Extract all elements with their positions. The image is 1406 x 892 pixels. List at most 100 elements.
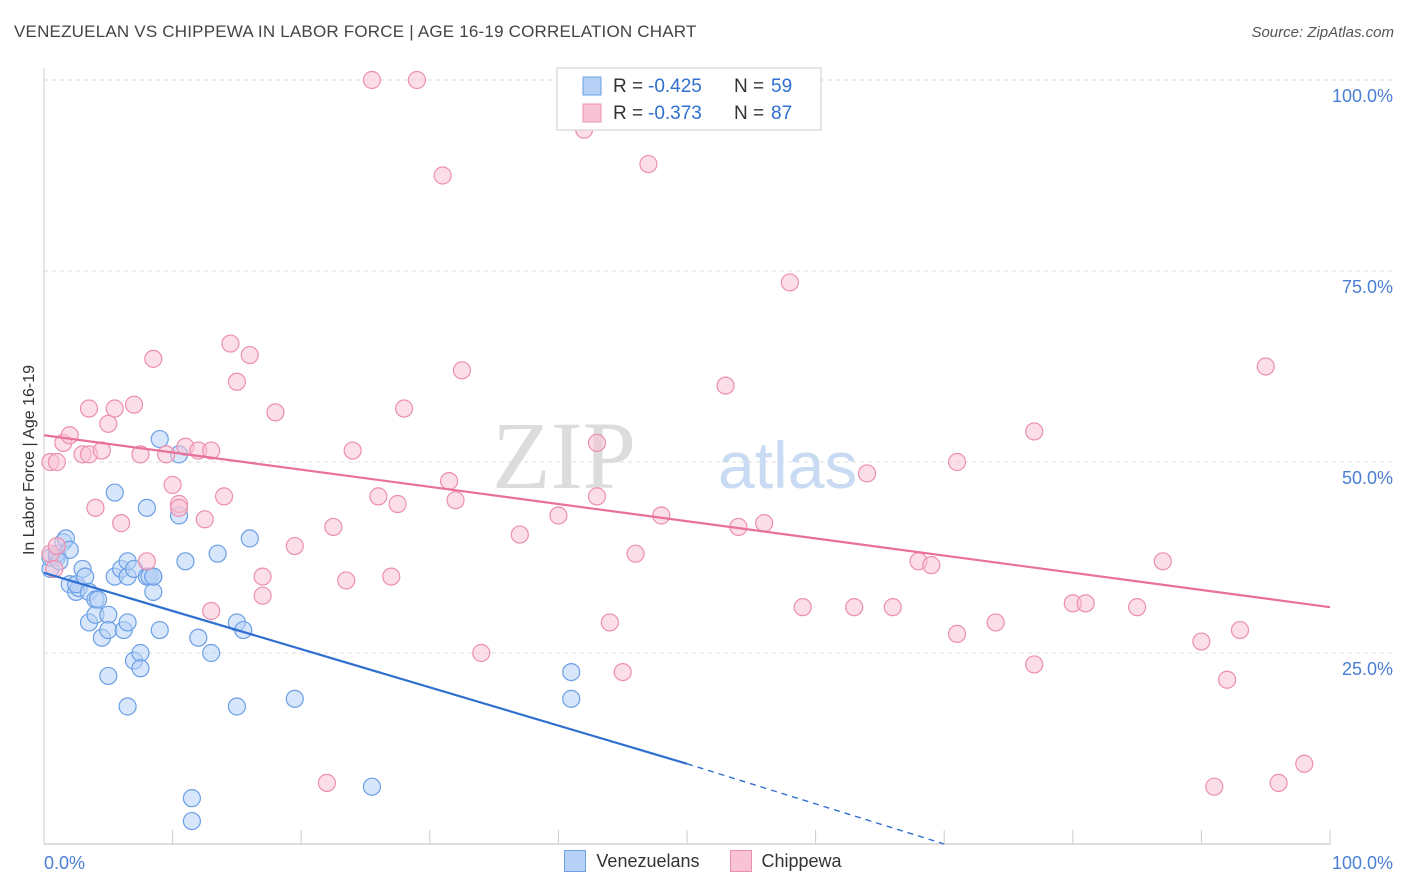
x-tick-label: 0.0% <box>44 853 85 873</box>
legend-label: Chippewa <box>761 850 842 871</box>
venezuelans-point <box>182 789 201 808</box>
venezuelans-point <box>189 628 208 647</box>
legend-item-venezuelans[interactable]: Venezuelans <box>564 850 700 872</box>
chippewa-point <box>112 514 131 533</box>
chippewa-point <box>394 399 414 418</box>
chippewa-point <box>587 433 607 452</box>
chippewa-point <box>337 571 356 590</box>
chippewa-point <box>202 601 221 621</box>
chippewa-point <box>369 487 388 506</box>
legend-swatch <box>564 850 587 872</box>
chippewa-point <box>144 349 163 368</box>
venezuelans-point <box>137 498 156 517</box>
trend-lines <box>43 434 1331 845</box>
x-tick-label: 100.0% <box>1332 853 1393 873</box>
chippewa-point <box>343 441 362 460</box>
venezuelans-point <box>131 659 150 678</box>
y-tick-label: 75.0% <box>1342 277 1393 297</box>
chippewa-point <box>549 506 568 525</box>
chippewa-point <box>163 475 182 495</box>
chart-title: VENEZUELAN VS CHIPPEWA IN LABOR FORCE | … <box>14 22 697 41</box>
chippewa-point <box>137 552 156 571</box>
venezuelans-point <box>131 643 150 663</box>
y-tick-label: 25.0% <box>1342 659 1393 679</box>
venezuelans-point <box>285 689 304 708</box>
watermark-zip: ZIP <box>492 402 636 509</box>
chippewa-point <box>131 445 150 464</box>
chippewa-point <box>324 517 343 537</box>
chippewa-point <box>1127 598 1147 617</box>
chippewa-point <box>1205 777 1224 796</box>
chippewa-point <box>407 70 427 90</box>
venezuelans-point <box>182 811 201 831</box>
venezuelans-point <box>99 605 118 624</box>
chippewa-point <box>362 70 382 90</box>
chippewa-point <box>253 586 272 605</box>
chippewa-point <box>845 598 864 617</box>
chippewa-point <box>214 487 234 506</box>
chippewa-point <box>626 544 645 563</box>
chippewa-point <box>99 414 118 433</box>
legend-n-label: N = <box>734 76 764 97</box>
chippewa-point <box>169 498 189 517</box>
legend-swatch-chippewa <box>582 103 602 123</box>
legend-swatch <box>729 850 752 872</box>
chippewa-point <box>221 334 240 353</box>
chippewa-point <box>240 345 259 365</box>
chippewa-point <box>716 376 735 395</box>
legend-r-value: -0.425 <box>648 76 702 97</box>
venezuelans-point <box>176 552 195 571</box>
chippewa-point <box>857 464 877 483</box>
chippewa-point <box>1153 552 1172 571</box>
venezuelans-point <box>118 697 137 716</box>
y-tick-label: 100.0% <box>1332 86 1393 106</box>
chippewa-point <box>1218 670 1237 689</box>
venezuelans-point <box>99 620 118 640</box>
chippewa-point <box>253 567 272 586</box>
chippewa-point <box>600 613 619 632</box>
venezuelans-point <box>227 697 246 716</box>
chippewa-point <box>157 445 176 464</box>
venezuelans-point <box>99 666 118 686</box>
venezuelans-point <box>240 529 259 548</box>
chippewa-point <box>47 536 66 556</box>
chippewa-point <box>1076 594 1095 613</box>
venezuelans-point <box>562 662 581 682</box>
gridlines <box>44 79 1392 654</box>
chippewa-point <box>1295 754 1314 773</box>
chippewa-point <box>86 498 105 517</box>
chippewa-point <box>60 426 79 445</box>
tick-labels: 25.0% 50.0% 75.0% 100.0% 0.0% 100.0% <box>44 86 1393 873</box>
chippewa-point <box>1025 422 1044 441</box>
venezuelans-point <box>362 777 382 796</box>
chippewa-point <box>587 487 607 506</box>
chippewa-point <box>79 399 99 418</box>
chippewa-point <box>755 514 774 533</box>
legend-n-value: 87 <box>771 103 792 124</box>
legend-item-chippewa[interactable]: Chippewa <box>729 850 842 872</box>
chippewa-point <box>266 403 285 422</box>
chippewa-point <box>317 773 337 792</box>
series-legend: Venezuelans Chippewa <box>0 850 1406 872</box>
venezuelans-point <box>562 689 581 708</box>
chippewa-point <box>922 556 941 575</box>
chippewa-point <box>1256 357 1275 376</box>
chippewa-point <box>45 559 64 579</box>
watermark-atlas: atlas <box>718 428 857 502</box>
chippewa-point <box>439 472 459 491</box>
legend-r-label: R = <box>613 103 643 124</box>
legend-n-value: 59 <box>771 76 792 97</box>
venezuelans-point <box>88 590 108 609</box>
chippewa-point <box>433 166 452 185</box>
chippewa-point <box>883 598 902 617</box>
chippewa-point <box>793 598 812 617</box>
chippewa-point <box>47 452 66 472</box>
chippewa-point <box>1025 655 1044 674</box>
legend-swatch-venezuelans <box>582 76 602 96</box>
chippewa-point <box>652 506 671 525</box>
axes <box>43 68 1331 845</box>
legend-r-label: R = <box>613 76 643 97</box>
stats-legend: R = -0.425 N = 59 R = -0.373 N = 87 <box>556 67 822 131</box>
source-label: Source: ZipAtlas.com <box>1251 24 1394 41</box>
venezuelans-point <box>144 567 163 586</box>
